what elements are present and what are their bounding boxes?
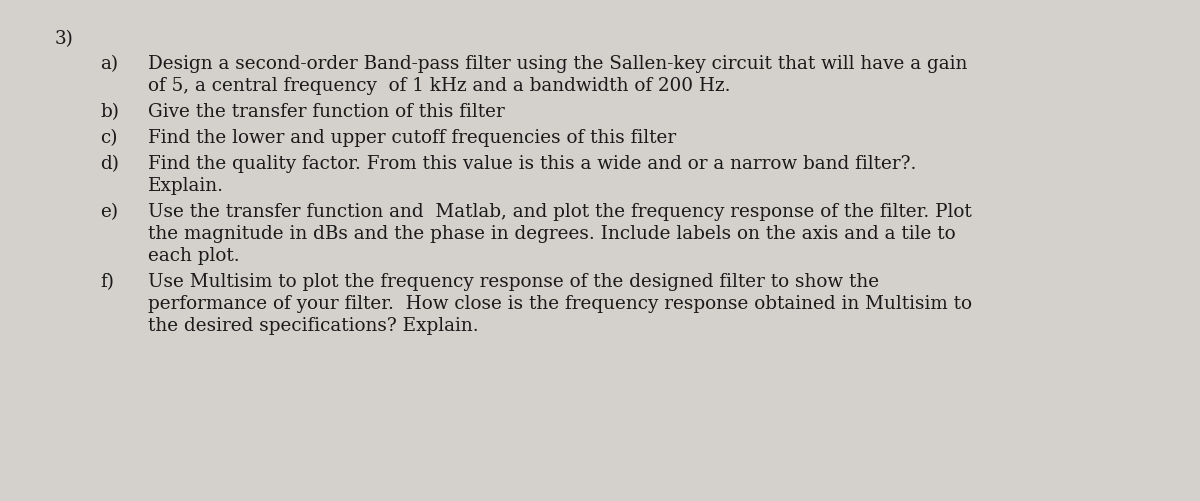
Text: Use the transfer function and  Matlab, and plot the frequency response of the fi: Use the transfer function and Matlab, an… bbox=[148, 203, 972, 221]
Text: f): f) bbox=[100, 273, 114, 291]
Text: the magnitude in dBs and the phase in degrees. Include labels on the axis and a : the magnitude in dBs and the phase in de… bbox=[148, 225, 955, 243]
Text: Find the lower and upper cutoff frequencies of this filter: Find the lower and upper cutoff frequenc… bbox=[148, 129, 676, 147]
Text: the desired specifications? Explain.: the desired specifications? Explain. bbox=[148, 317, 479, 335]
Text: Find the quality factor. From this value is this a wide and or a narrow band fil: Find the quality factor. From this value… bbox=[148, 155, 917, 173]
Text: c): c) bbox=[100, 129, 118, 147]
Text: performance of your filter.  How close is the frequency response obtained in Mul: performance of your filter. How close is… bbox=[148, 295, 972, 313]
Text: each plot.: each plot. bbox=[148, 247, 240, 265]
Text: Use Multisim to plot the frequency response of the designed filter to show the: Use Multisim to plot the frequency respo… bbox=[148, 273, 880, 291]
Text: d): d) bbox=[100, 155, 119, 173]
Text: 3): 3) bbox=[55, 30, 74, 48]
Text: Explain.: Explain. bbox=[148, 177, 224, 195]
Text: Design a second-order Band-pass filter using the Sallen-key circuit that will ha: Design a second-order Band-pass filter u… bbox=[148, 55, 967, 73]
Text: a): a) bbox=[100, 55, 118, 73]
Text: Give the transfer function of this filter: Give the transfer function of this filte… bbox=[148, 103, 505, 121]
Text: b): b) bbox=[100, 103, 119, 121]
Text: e): e) bbox=[100, 203, 118, 221]
Text: of 5, a central frequency  of 1 kHz and a bandwidth of 200 Hz.: of 5, a central frequency of 1 kHz and a… bbox=[148, 77, 731, 95]
